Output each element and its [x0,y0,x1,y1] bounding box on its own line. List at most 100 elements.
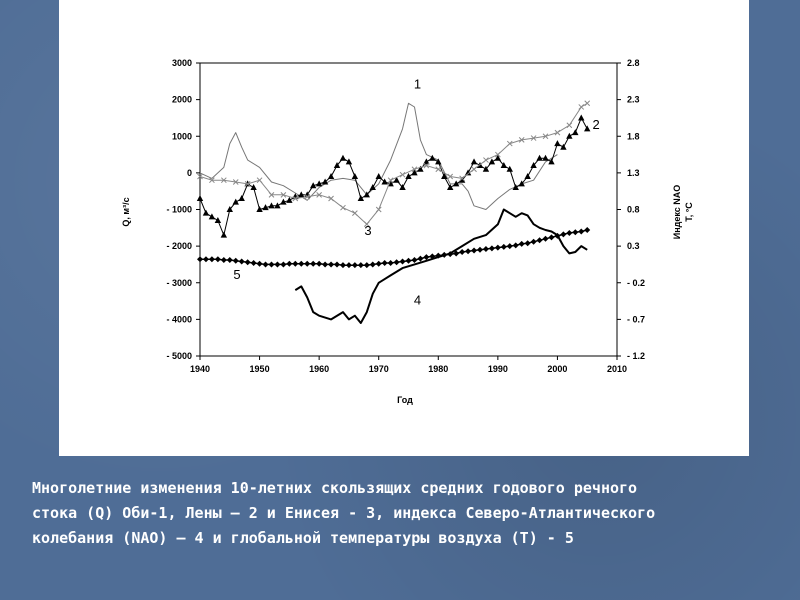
series-5-point [322,261,329,268]
series-2-point [345,158,353,165]
y-right-axis-title-temp: T, °C [684,202,694,222]
y-left-tick-label: 1000 [172,131,192,141]
series-5-point [316,260,323,267]
series-3-point [506,140,513,147]
series-2-point [411,169,418,176]
caption-line-1: Многолетние изменения 10-летних скользящ… [32,479,638,497]
y-right-tick-label: 2.3 [627,95,640,105]
y-left-tick-label: 2000 [172,95,192,105]
series-3-point [328,195,334,202]
series-2-point [250,184,257,191]
series-3-point [459,175,465,182]
series-3-point [483,157,489,163]
y-right-tick-label: 1.3 [627,168,640,178]
x-tick-label: 1980 [428,364,448,374]
series-5-line [200,229,588,266]
y-right-tick-label: 1.8 [627,131,640,141]
series-label-2: 2 [593,117,600,132]
series-2-point [518,180,525,187]
series-3-point [495,151,501,158]
series-2-point [554,140,561,147]
series-5-point [578,228,585,235]
series-3-point [232,179,239,185]
series-2-point [214,216,222,223]
x-axis-title: Год [397,395,413,405]
series-3 [197,100,591,228]
series-1 [199,102,558,210]
series-5-point [238,258,245,265]
series-2-point [458,176,466,183]
series-label-3: 3 [364,223,371,238]
series-5-point [351,262,358,269]
series-2-point [584,125,591,132]
series-2-point [339,154,347,161]
series-5-point [339,262,346,269]
series-2-point [506,165,513,172]
series-3-point [316,191,322,198]
y-left-tick-label: 3000 [172,58,192,68]
series-2-point [542,154,549,161]
series-5-point [286,260,293,267]
series-2-point [208,213,216,220]
series-5-point [447,251,454,258]
series-3-point [304,193,311,200]
series-5 [197,227,591,269]
series-5-point [220,257,227,264]
series-5-point [572,229,579,236]
series-5-point [459,248,466,255]
series-2-point [441,173,448,180]
series-5-point [262,261,269,268]
series-3-point [244,181,251,187]
series-5-point [226,257,233,264]
x-tick-label: 1940 [190,364,210,374]
y-left-tick-label: - 1000 [166,205,192,215]
series-5-point [393,259,400,266]
series-3-point [554,129,561,136]
series-2-point [321,178,329,185]
series-5-point [292,260,299,267]
series-5-point [560,231,567,238]
series-2-point [351,173,359,180]
series-3-point [566,122,573,129]
series-2-point [536,154,543,161]
series-5-point [232,257,239,264]
y-right-tick-label: 2.8 [627,58,640,68]
series-2-point [447,184,454,191]
series-2-point [375,173,382,180]
series-3-point [220,177,227,184]
y-left-tick-label: - 5000 [166,351,192,361]
series-2-point [488,158,496,165]
series-5-point [399,258,406,265]
series-5-point [280,261,287,268]
series-5-point [423,254,430,261]
series-2-point [393,176,400,183]
series-2-point [369,184,376,191]
series-2-point [417,165,424,172]
y-right-tick-label: 0.8 [627,205,640,215]
series-5-point [518,240,525,247]
series-2-point [256,206,263,212]
series-2-point [226,206,233,212]
series-labels: 1 2 3 4 5 [233,77,599,308]
series-2-point [381,178,388,185]
series-3-point [340,204,346,211]
y-right-axis-ticks: 2.8 2.3 1.8 1.3 0.8 0.3 - 0.2 - 0.7 - 1.2 [617,58,645,361]
series-5-point [387,259,394,266]
series-5-point [357,262,364,269]
series-5-point [411,257,418,264]
series-2-point [560,143,567,150]
y-left-axis-title: Q, м³/с [121,197,131,226]
series-5-point [476,246,483,253]
series-2-point [494,154,502,161]
series-2-point [309,182,317,189]
series-2-point [280,198,287,205]
series-5-point [554,232,561,239]
series-5-point [524,240,531,247]
series-2-point [315,180,323,187]
series-3-point [411,166,418,173]
series-5-point [197,256,203,263]
series-2-point [202,209,210,216]
series-2-point [578,114,585,121]
series-5-point [328,261,335,268]
x-axis-ticks: 1940 1950 1960 1970 1980 1990 2000 2010 [190,356,627,374]
